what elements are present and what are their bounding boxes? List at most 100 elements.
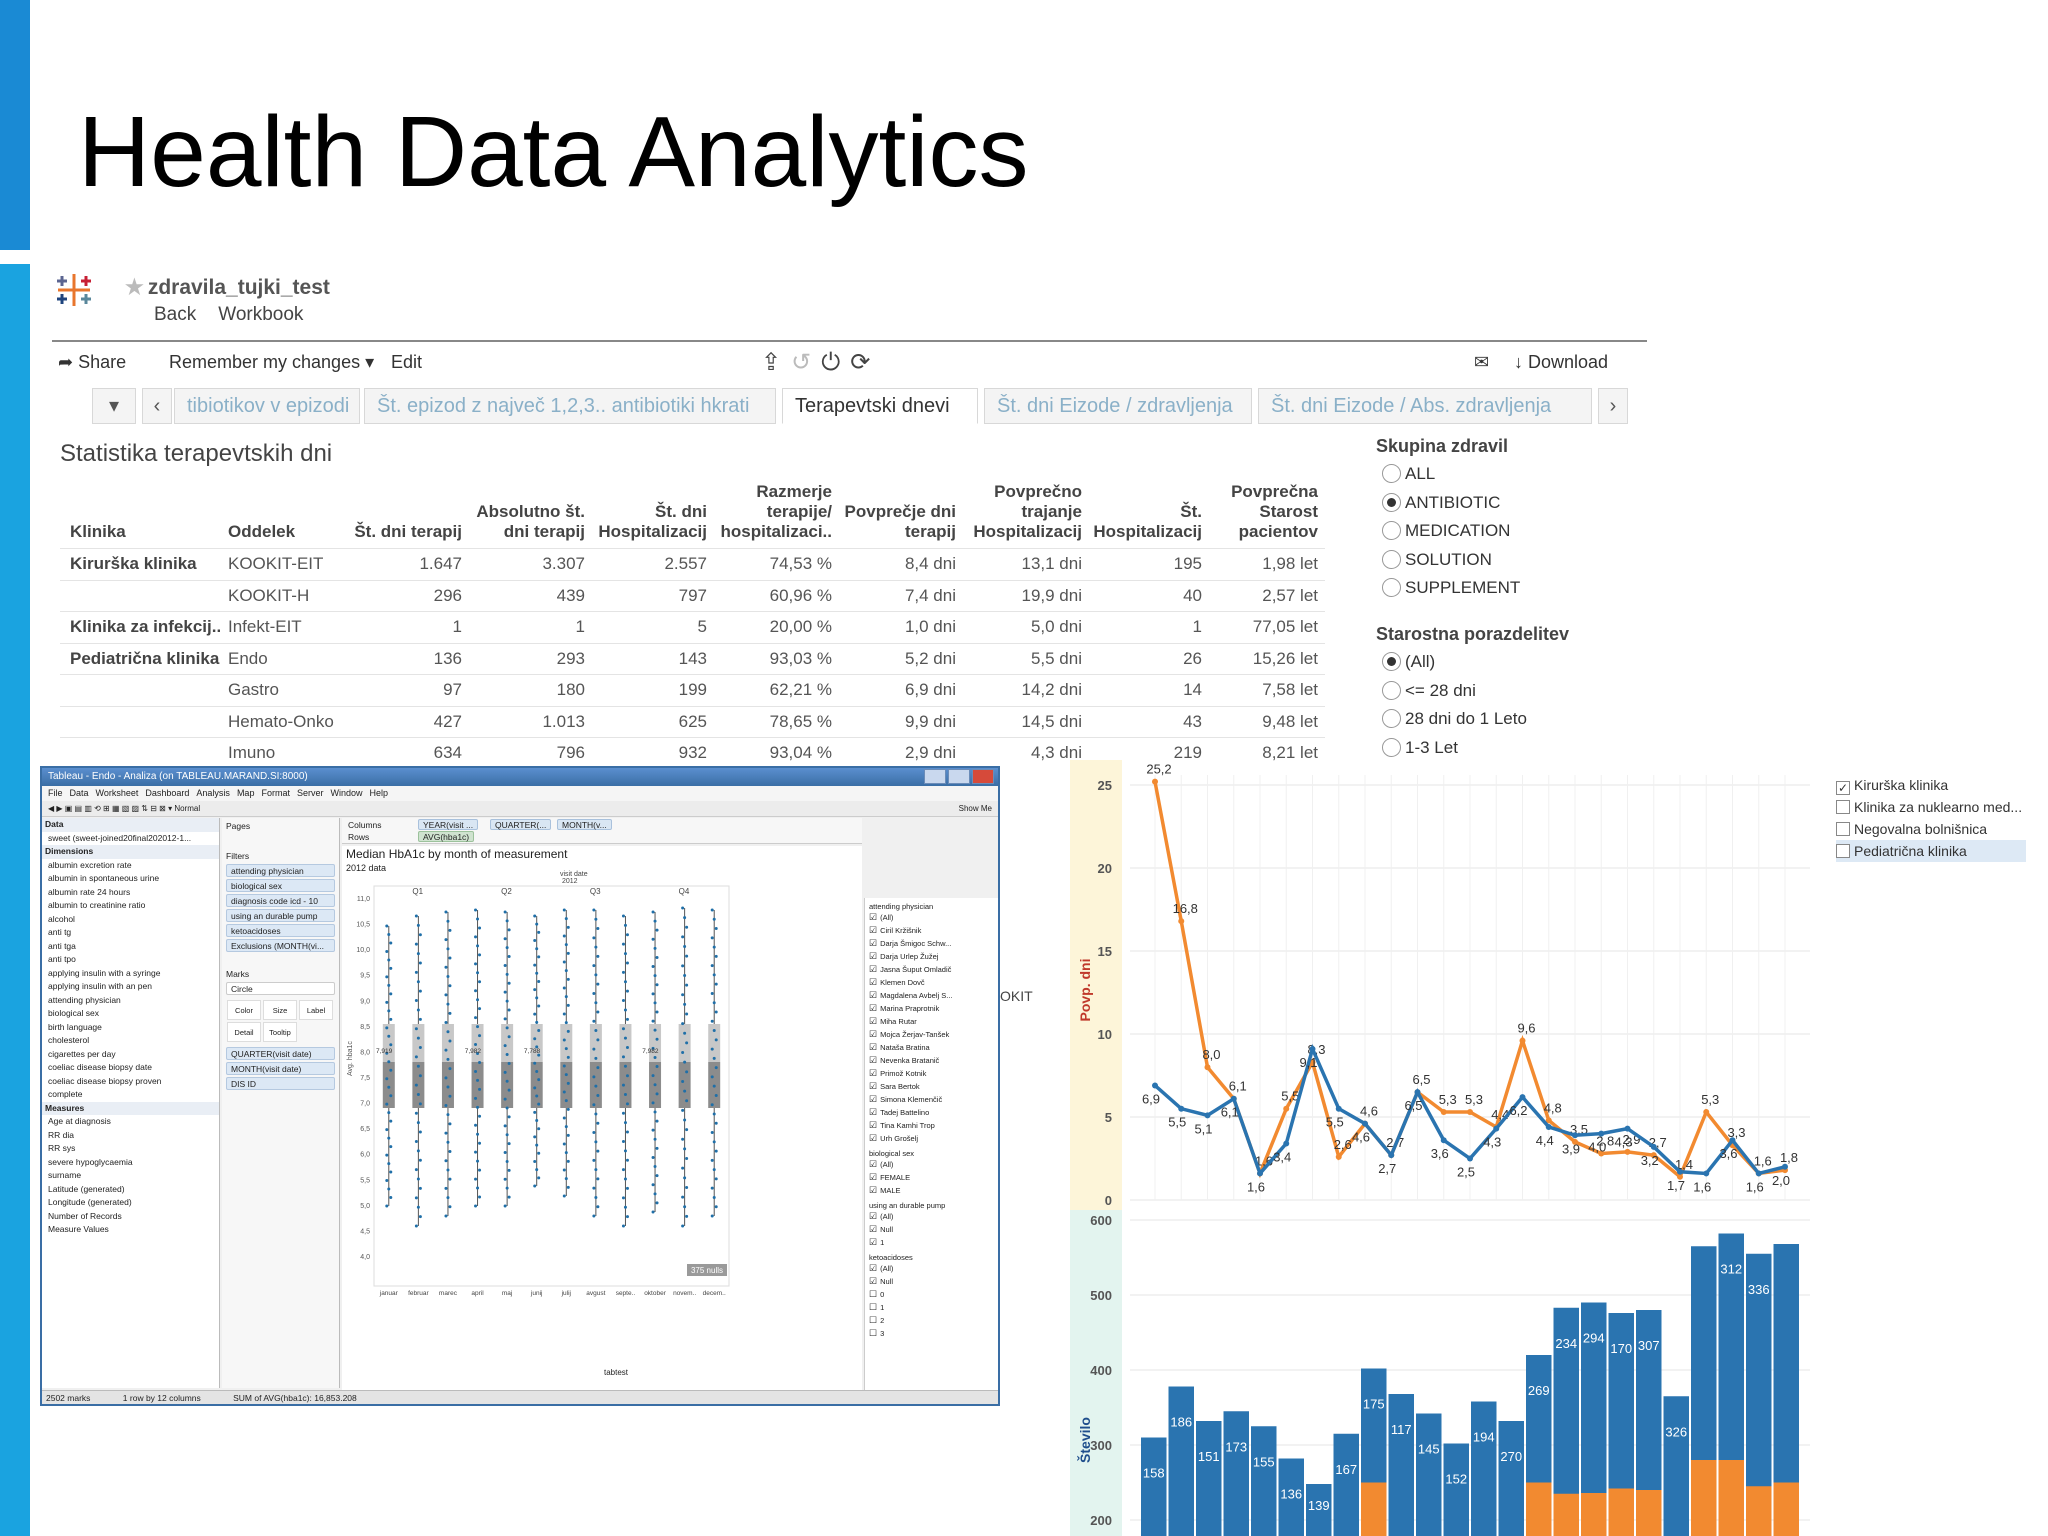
radio-option[interactable]: 1-3 Let xyxy=(1382,737,1458,758)
radio-option[interactable]: 28 dni do 1 Leto xyxy=(1382,709,1527,729)
series-point[interactable] xyxy=(1624,1148,1631,1155)
tab-terapevtski-dnevi[interactable]: Terapevtski dnevi xyxy=(782,388,978,424)
tab-eizode-zdravljenja[interactable]: Št. dni Eizode / zdravljenja xyxy=(984,388,1252,424)
workbook-link[interactable]: Workbook xyxy=(218,304,304,325)
measure-field[interactable]: Measure Values xyxy=(48,1224,109,1234)
dimension-field[interactable]: birth language xyxy=(48,1021,102,1032)
bar[interactable] xyxy=(1416,1413,1442,1536)
menu-item[interactable]: Map xyxy=(236,788,255,798)
dimension-field[interactable]: anti tg xyxy=(48,927,72,937)
series-point[interactable] xyxy=(1152,1082,1158,1089)
measure-field[interactable]: Latitude (generated) xyxy=(48,1183,125,1194)
radio-option[interactable]: MEDICATION xyxy=(1382,521,1510,541)
menu-item[interactable]: File xyxy=(48,788,63,798)
dimension-field[interactable]: albumin rate 24 hours xyxy=(48,886,131,897)
bar-segment[interactable] xyxy=(1746,1486,1772,1536)
radio-option[interactable]: ALL xyxy=(1382,464,1435,484)
download-button[interactable]: ↓ Download xyxy=(1514,352,1609,372)
marks-pill[interactable]: MONTH(visit date) xyxy=(226,1062,335,1075)
dimension-field[interactable]: cigarettes per day xyxy=(48,1048,116,1059)
bar-segment[interactable] xyxy=(1526,1482,1552,1536)
series-point[interactable] xyxy=(1493,1125,1500,1132)
checkbox-icon[interactable] xyxy=(1836,800,1850,814)
series-point[interactable] xyxy=(1204,1064,1211,1071)
marks-button[interactable]: Detail xyxy=(227,1022,261,1042)
dimension-field[interactable]: albumin excretion rate xyxy=(48,859,132,870)
measure-field[interactable]: Age at diagnosis xyxy=(48,1116,111,1126)
bar[interactable] xyxy=(1141,1437,1167,1536)
dimension-field[interactable]: complete xyxy=(48,1089,83,1099)
data-source[interactable]: sweet (sweet-joined20final202012-1... xyxy=(48,832,192,843)
menu-item[interactable]: Format xyxy=(261,788,290,798)
dimension-field[interactable]: anti tga xyxy=(48,940,76,951)
menu-item[interactable]: Worksheet xyxy=(95,788,139,798)
menu-item[interactable]: Help xyxy=(369,788,389,798)
radio-option[interactable]: ANTIBIOTIC xyxy=(1382,492,1500,513)
undo-icon[interactable]: ↺ xyxy=(791,349,822,376)
export-icon[interactable]: ⇪ xyxy=(761,349,792,376)
bar-segment[interactable] xyxy=(1361,1482,1387,1536)
quick-filter-option[interactable]: Marina Praprotnik xyxy=(865,1002,998,1015)
filter-pill[interactable]: Exclusions (MONTH(vi... xyxy=(226,939,335,952)
quick-filter-option[interactable]: Magdalena Avbelj S... xyxy=(865,989,998,1002)
bar[interactable] xyxy=(1333,1433,1360,1536)
series-point[interactable] xyxy=(1414,1089,1421,1096)
bar[interactable] xyxy=(1278,1458,1305,1536)
quick-filter-option[interactable]: 1 xyxy=(865,1236,998,1249)
series-point[interactable] xyxy=(1677,1173,1683,1180)
checkbox-checked-icon[interactable]: ✓ xyxy=(1836,781,1850,795)
quick-filter-option[interactable]: 0 xyxy=(865,1288,998,1301)
series-point[interactable] xyxy=(1230,1095,1237,1102)
series-point[interactable] xyxy=(1388,1152,1395,1159)
marks-pill[interactable]: QUARTER(visit date) xyxy=(226,1047,335,1060)
quick-filter-option[interactable]: Tina Kamhi Trop xyxy=(865,1119,998,1132)
quick-filter-option[interactable]: Klemen Dovč xyxy=(865,976,998,989)
maximize-button[interactable] xyxy=(948,769,970,784)
tab-antibiotiki[interactable]: tibiotikov v epizodi xyxy=(174,388,360,424)
columns-pill[interactable]: MONTH(v... xyxy=(557,819,612,830)
menu-item[interactable]: Data xyxy=(69,788,89,798)
bar-segment[interactable] xyxy=(1581,1493,1607,1536)
menu-item[interactable]: Server xyxy=(296,788,324,798)
quick-filter-option[interactable]: (All) xyxy=(865,1210,998,1223)
measure-field[interactable]: Longitude (generated) xyxy=(48,1197,132,1207)
tab-epizode[interactable]: Št. epizod z največ 1,2,3.. antibiotiki … xyxy=(364,388,776,424)
dimension-field[interactable]: applying insulin with a syringe xyxy=(48,967,161,978)
radio-option[interactable]: SOLUTION xyxy=(1382,549,1492,570)
radio-option[interactable]: SUPPLEMENT xyxy=(1382,578,1520,598)
share-button[interactable]: ➦ Share xyxy=(58,352,127,372)
quick-filter-option[interactable]: FEMALE xyxy=(865,1171,998,1184)
series-point[interactable] xyxy=(1257,1170,1263,1177)
menu-item[interactable]: Analysis xyxy=(196,788,230,798)
series-point[interactable] xyxy=(1598,1150,1605,1157)
quick-filter-option[interactable]: 3 xyxy=(865,1327,998,1340)
edit-button[interactable]: Edit xyxy=(391,352,423,372)
bar[interactable] xyxy=(1306,1484,1332,1536)
bar[interactable] xyxy=(1443,1443,1470,1536)
filter-pill[interactable]: biological sex xyxy=(226,879,335,892)
mail-icon[interactable]: ✉ xyxy=(1474,352,1490,372)
close-button[interactable] xyxy=(972,769,994,784)
marks-button[interactable]: Label xyxy=(299,1000,333,1020)
bar-segment[interactable] xyxy=(1691,1460,1717,1536)
checkbox-icon[interactable] xyxy=(1836,844,1850,858)
bar[interactable] xyxy=(1251,1426,1277,1536)
dimension-field[interactable]: attending physician xyxy=(48,994,121,1005)
quick-filter-option[interactable]: Ciril Kržišnik xyxy=(865,924,998,937)
quick-filter-option[interactable]: Jasna Šuput Omladič xyxy=(865,963,998,976)
quick-filter-option[interactable]: (All) xyxy=(865,911,998,924)
dimension-field[interactable]: anti tpo xyxy=(48,954,76,964)
bar-segment[interactable] xyxy=(1608,1488,1635,1536)
series-point[interactable] xyxy=(1650,1152,1657,1159)
quick-filter-option[interactable]: 1 xyxy=(865,1301,998,1314)
quick-filter-option[interactable]: Primož Kotnik xyxy=(865,1067,998,1080)
series-point[interactable] xyxy=(1283,1105,1290,1112)
radio-option[interactable]: (All) xyxy=(1382,652,1435,672)
bar-segment[interactable] xyxy=(1773,1482,1800,1536)
measure-field[interactable]: RR sys xyxy=(48,1143,76,1153)
series-point[interactable] xyxy=(1440,1109,1447,1116)
series-point[interactable] xyxy=(1362,1120,1368,1127)
show-me-button[interactable]: Show Me xyxy=(958,804,992,813)
series-point[interactable] xyxy=(1204,1112,1211,1119)
marks-type-select[interactable]: Circle xyxy=(226,982,335,995)
